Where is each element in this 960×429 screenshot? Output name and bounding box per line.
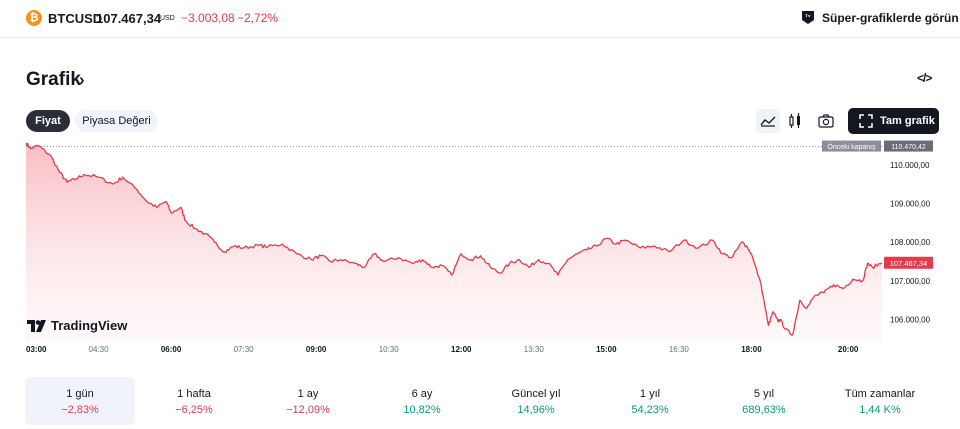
last-price-marker (884, 256, 933, 269)
period-option[interactable]: 6 ay 10,82% (367, 377, 477, 425)
top-bar: ₿ BTCUSD 107.467,34 USD −3.003,08 −2,72%… (0, 0, 960, 38)
x-tick-label: 03:00 (26, 345, 47, 354)
x-tick-label: 18:00 (741, 345, 762, 354)
prev-close-value-bg (884, 140, 933, 152)
period-option[interactable]: 1 ay −12,09% (253, 377, 363, 425)
y-tick-label: 106.000,00 (890, 316, 931, 325)
chart-svg: Önceki kapanış 110.470,42 110.000,00 109.00… (25, 140, 933, 354)
full-chart-button[interactable]: Tam grafik (848, 108, 939, 134)
period-option[interactable]: 1 hafta −6,25% (139, 377, 249, 425)
period-option[interactable]: 5 yıl 689,63% (709, 377, 819, 425)
prev-close-label-bg (822, 140, 881, 152)
x-tick-label: 15:00 (596, 345, 617, 354)
x-tick-label: 06:00 (161, 345, 182, 354)
candles-button[interactable] (783, 109, 807, 133)
fullscreen-icon (859, 114, 873, 128)
tab-price[interactable]: Fiyat (26, 110, 70, 132)
period-change: −6,25% (175, 404, 213, 416)
x-tick-label: 12:00 (451, 345, 472, 354)
period-label: Güncel yıl (511, 388, 561, 400)
area-chart-icon (760, 116, 776, 127)
prev-close-value: 110.470,42 (891, 144, 926, 151)
last-price-label: 107.467,34 (890, 259, 928, 268)
period-change: −12,09% (286, 404, 330, 416)
period-option[interactable]: Tüm zamanlar 1,44 K% (825, 377, 935, 425)
price-line (25, 142, 883, 336)
last-price: 107.467,34 (96, 11, 162, 26)
x-tick-label: 09:00 (306, 345, 327, 354)
period-change: 689,63% (742, 404, 786, 416)
currency-label: USD (160, 15, 175, 22)
period-change: 54,23% (631, 404, 669, 416)
x-tick-label: 16:30 (669, 345, 690, 354)
prev-close-label: Önceki kapanış (827, 143, 876, 151)
y-tick-label: 107.000,00 (890, 277, 931, 286)
super-charts-icon[interactable]: ᵀᵛ (801, 10, 815, 25)
period-label: 1 gün (66, 388, 94, 400)
y-tick-label: 108.000,00 (890, 238, 931, 247)
period-label: 1 yıl (639, 388, 661, 400)
period-label: Tüm zamanlar (844, 388, 916, 400)
camera-icon (818, 114, 834, 128)
tradingview-logo[interactable]: TradingView (27, 318, 127, 333)
candles-icon (789, 113, 800, 128)
x-tick-label: 10:30 (379, 345, 400, 354)
price-chart[interactable]: Önceki kapanış 110.470,42 110.000,00 109.00… (0, 140, 960, 358)
tradingview-mark-icon (27, 319, 46, 332)
tradingview-name: TradingView (51, 318, 128, 333)
change-percent: −2,72% (237, 11, 279, 25)
section-title[interactable]: Grafik (26, 69, 81, 90)
svg-text:ᵀᵛ: ᵀᵛ (805, 14, 811, 21)
full-chart-label: Tam grafik (880, 115, 935, 127)
embed-code-icon[interactable]: </> (917, 71, 932, 85)
period-label: 5 yıl (753, 388, 775, 400)
symbol-name: BTCUSD (48, 11, 103, 26)
chevron-right-icon[interactable]: › (79, 70, 85, 89)
y-tick-label: 109.000,00 (890, 199, 931, 208)
period-change: −2,83% (61, 404, 99, 416)
period-label: 6 ay (411, 388, 433, 400)
x-tick-label: 20:00 (838, 345, 859, 354)
period-change: 1,44 K% (859, 404, 901, 416)
change-absolute: −3.003,08 (181, 11, 235, 25)
period-option[interactable]: Güncel yıl 14,96% (481, 377, 591, 425)
period-change: 14,96% (517, 404, 555, 416)
period-selector: 1 gün −2,83% 1 hafta −6,25% 1 ay −12,09% 6 ay 1… (25, 377, 935, 425)
tab-market-cap[interactable]: Piyasa Değeri (75, 110, 158, 132)
x-tick-label: 04:30 (89, 345, 110, 354)
price-area-fill (26, 143, 882, 342)
screenshot-button[interactable] (814, 109, 838, 133)
area-chart-button[interactable] (756, 109, 780, 133)
period-change: 10,82% (403, 404, 441, 416)
y-tick-label: 110.000,00 (890, 161, 930, 170)
period-option[interactable]: 1 gün −2,83% (25, 377, 135, 425)
super-charts-link[interactable]: Süper-grafiklerde görün (822, 11, 959, 25)
period-label: 1 hafta (177, 388, 211, 400)
period-option[interactable]: 1 yıl 54,23% (595, 377, 705, 425)
bitcoin-icon: ₿ (26, 10, 42, 26)
x-tick-label: 13:30 (524, 345, 545, 354)
x-tick-label: 07:30 (234, 345, 255, 354)
period-label: 1 ay (297, 388, 319, 400)
